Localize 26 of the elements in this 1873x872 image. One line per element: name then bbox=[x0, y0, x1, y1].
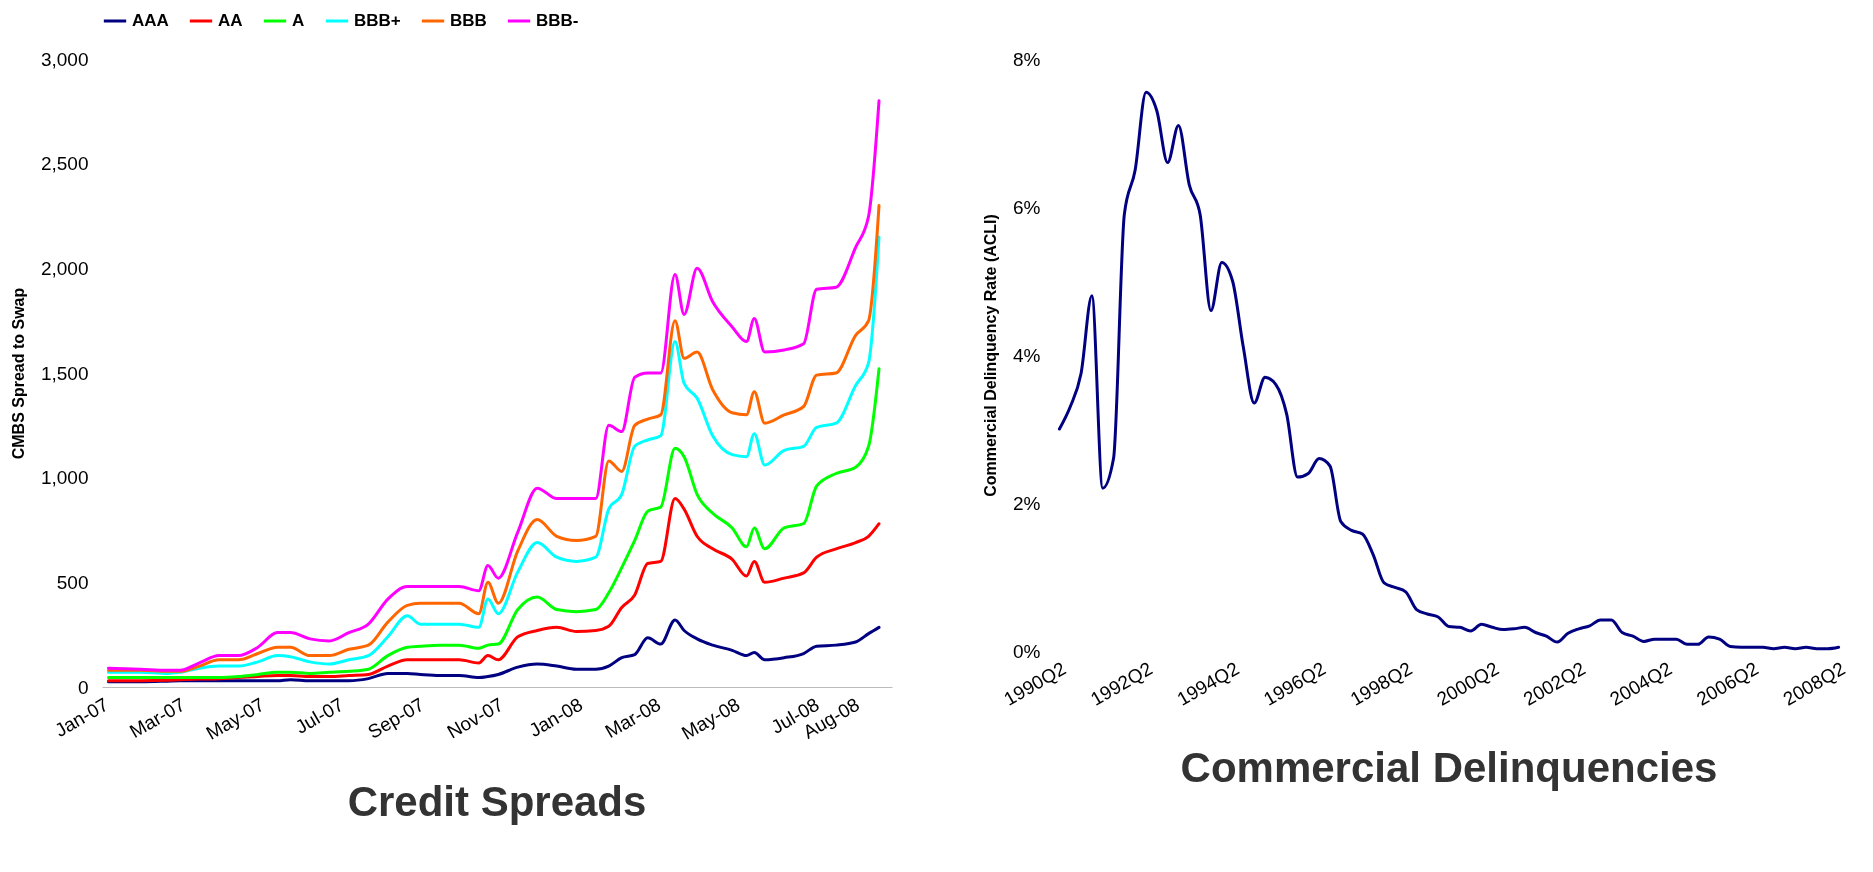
legend-label: AA bbox=[218, 11, 243, 30]
legend-label: BBB bbox=[450, 11, 487, 30]
y-axis-title: Commercial Delinquency Rate (ACLI) bbox=[982, 214, 1000, 497]
y-tick-label: 0% bbox=[1013, 640, 1041, 662]
line-series bbox=[1057, 90, 1841, 651]
text: Credit Spreads bbox=[347, 778, 647, 826]
legend-label: BBB- bbox=[536, 11, 579, 30]
y-tick-label: 0 bbox=[77, 676, 89, 698]
y-tick-label: 2% bbox=[1013, 492, 1041, 514]
y-tick-label: 3,000 bbox=[40, 48, 89, 70]
y-tick-label: 2,500 bbox=[40, 153, 89, 175]
y-tick-label: 2,000 bbox=[40, 257, 89, 279]
line-series bbox=[107, 99, 881, 672]
y-tick-label: 4% bbox=[1013, 344, 1041, 366]
y-tick-label: 500 bbox=[56, 571, 89, 593]
text: Commercial Delinquencies bbox=[1180, 744, 1718, 792]
y-tick-label: 1,000 bbox=[40, 467, 89, 489]
legend-label: A bbox=[292, 11, 305, 30]
legend-label: AAA bbox=[132, 11, 169, 30]
y-tick-label: 1,500 bbox=[40, 362, 89, 384]
y-tick-label: 8% bbox=[1013, 48, 1041, 70]
y-axis-title: CMBS Spread to Swap bbox=[9, 287, 27, 460]
line-series bbox=[107, 497, 881, 683]
y-tick-label: 6% bbox=[1013, 196, 1041, 218]
legend-label: BBB+ bbox=[354, 11, 401, 30]
line-series bbox=[107, 367, 881, 680]
